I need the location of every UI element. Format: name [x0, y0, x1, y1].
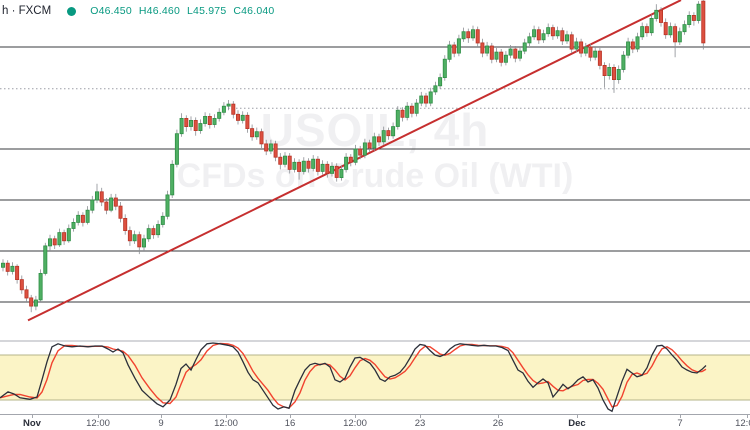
price-pane: USOIL, 4h CFDs on Crude Oil (WTI) h · FX…	[0, 0, 750, 415]
time-axis-label: 12:00	[343, 418, 367, 429]
time-axis-label: 12:00	[735, 418, 750, 429]
time-axis-label: 12:00	[86, 418, 110, 429]
ohlc-values: O46.450 H46.460 L45.975 C46.040	[90, 5, 281, 17]
time-axis-label: 9	[158, 418, 164, 429]
stoch-k-line	[0, 342, 707, 413]
time-axis-tick	[355, 415, 356, 418]
time-axis-label: Nov	[23, 418, 41, 429]
low-value: L45.975	[187, 5, 227, 17]
candles-layer	[0, 0, 706, 313]
time-axis-label: 23	[414, 418, 426, 429]
time-axis-tick	[680, 415, 681, 418]
high-value: H46.460	[138, 5, 180, 17]
time-axis-tick	[747, 415, 748, 418]
time-axis-label: 26	[492, 418, 504, 429]
time-axis-tick	[420, 415, 421, 418]
time-axis-tick	[290, 415, 291, 418]
price-chart-canvas[interactable]	[0, 0, 750, 415]
time-axis[interactable]: Nov 12:00 9 12:00 16 12:00 23 26 Dec 7 12:00	[0, 414, 750, 430]
stoch-band	[0, 355, 750, 400]
close-value: C46.040	[233, 5, 275, 17]
time-axis-tick	[161, 415, 162, 418]
open-value: O46.450	[90, 5, 132, 17]
time-axis-tick	[577, 415, 578, 418]
price-levels	[0, 46, 750, 303]
time-axis-tick	[498, 415, 499, 418]
time-axis-tick	[98, 415, 99, 418]
symbol-title[interactable]: h · FXCM	[2, 5, 52, 17]
time-axis-label: 7	[677, 418, 683, 429]
time-axis-label: Dec	[568, 418, 586, 429]
time-axis-label: 12:00	[214, 418, 238, 429]
time-axis-label: 16	[284, 418, 296, 429]
chart-legend: h · FXCM O46.450 H46.460 L45.975 C46.040	[2, 3, 281, 19]
time-axis-tick	[32, 415, 33, 418]
stoch-d-line	[0, 342, 707, 409]
series-marker-icon	[67, 6, 77, 16]
time-axis-tick	[226, 415, 227, 418]
